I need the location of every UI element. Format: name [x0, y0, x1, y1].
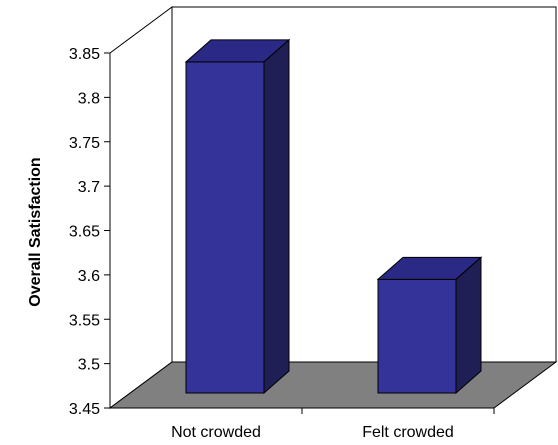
- floor: [108, 361, 558, 409]
- left-wall: [109, 6, 173, 409]
- x-category-label: Not crowded: [171, 424, 261, 441]
- y-tick-label: 3.8: [78, 90, 100, 107]
- y-tick-label: 3.55: [69, 312, 100, 329]
- x-axis-labels: Not crowded Felt crowded: [171, 424, 454, 441]
- bar: [184, 38, 291, 395]
- y-tick-label: 3.5: [78, 357, 100, 374]
- y-axis-title: Overall Satisfaction: [27, 157, 44, 306]
- x-category-label: Felt crowded: [362, 424, 454, 441]
- bar-front: [377, 278, 457, 394]
- y-tick-label: 3.7: [78, 179, 100, 196]
- bars: [184, 38, 483, 395]
- y-tick-label: 3.65: [69, 224, 100, 241]
- bar-side: [263, 38, 290, 395]
- y-axis: 3.45 3.5 3.55 3.6 3.65 3.7 3.75 3.8 3.85: [69, 46, 495, 418]
- y-tick-label: 3.6: [78, 268, 100, 285]
- back-wall-edge: [172, 6, 557, 362]
- plot-frame: [109, 6, 557, 409]
- bar: [376, 256, 483, 395]
- y-tick-label: 3.75: [69, 135, 100, 152]
- y-tick-label: 3.85: [69, 46, 100, 63]
- bar-side: [455, 256, 482, 395]
- y-tick-label: 3.45: [69, 401, 100, 418]
- plot-floor: [108, 361, 558, 409]
- bar-front: [185, 61, 265, 394]
